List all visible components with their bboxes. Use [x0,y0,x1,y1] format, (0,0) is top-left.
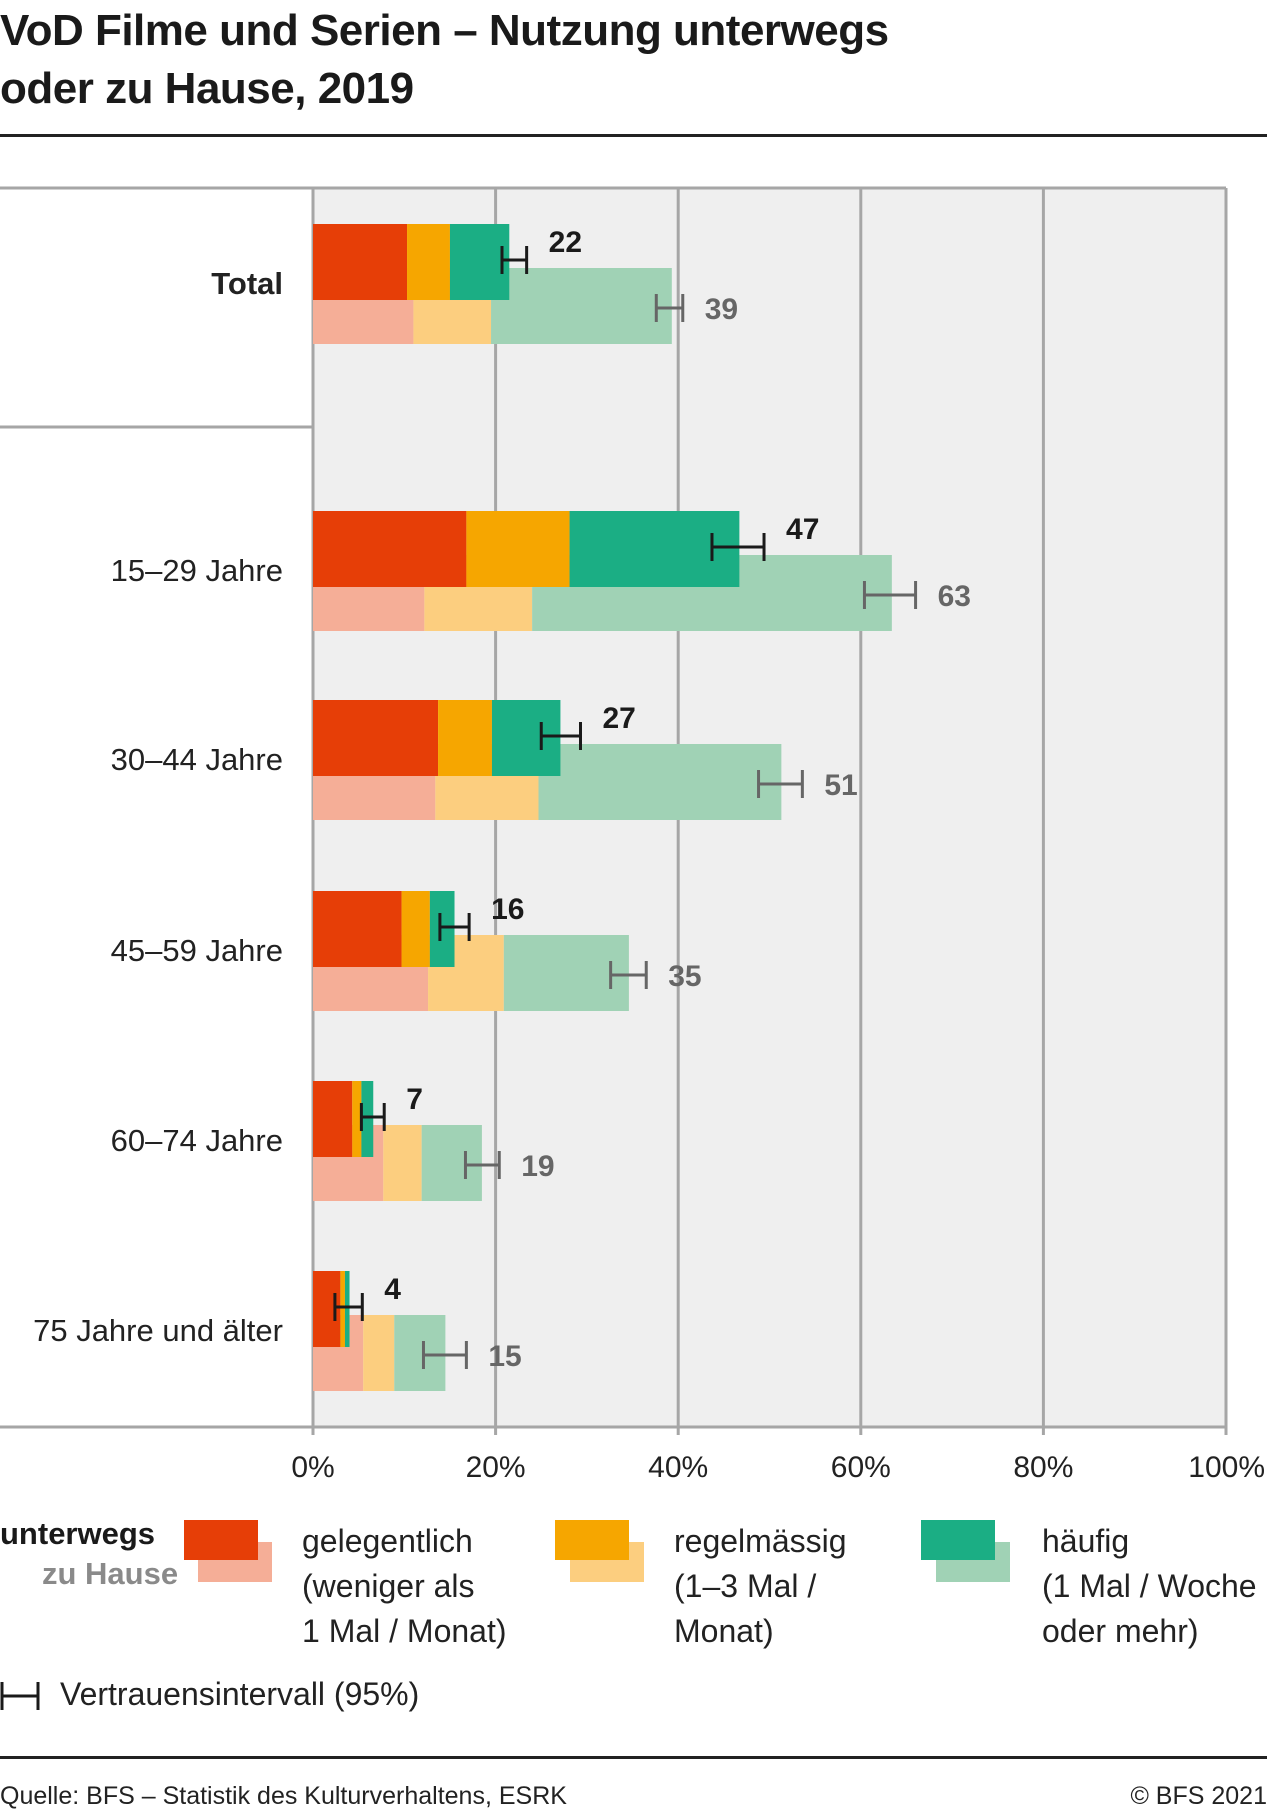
legend-unterwegs-label: unterwegs [0,1516,156,1551]
category-label: 45–59 Jahre [111,933,283,968]
bar-unterwegs-gelegentlich [313,891,402,967]
x-tick-label: 100% [1188,1451,1265,1484]
bar-unterwegs-regelmaessig [466,511,570,587]
bar-zu-hause-regelmaessig [383,1125,422,1201]
bar-unterwegs-haeufig [429,891,455,967]
category-label: 75 Jahre und älter [33,1313,283,1348]
bar-unterwegs-regelmaessig [438,700,492,776]
data-label-zu-hause: 63 [938,580,971,613]
source-note: Quelle: BFS – Statistik des Kulturverhal… [0,1782,567,1810]
bar-unterwegs-gelegentlich [313,511,467,587]
bar-zu-hause-haeufig [491,268,672,344]
bar-unterwegs-haeufig [361,1081,374,1157]
ci-legend-label: Vertrauensintervall (95%) [60,1676,420,1712]
data-label-zu-hause: 15 [488,1340,521,1373]
legend-swatch-unterwegs-regelmaessig [555,1520,629,1560]
bar-unterwegs-haeufig [569,511,740,587]
legend-item-haeufig: häufig (1 Mal / Woche oder mehr) [1042,1519,1257,1654]
data-label-unterwegs: 22 [549,226,582,259]
data-label-zu-hause: 35 [668,960,701,993]
legend-item-gelegentlich-line2: (weniger als [302,1568,475,1604]
legend-item-haeufig-line2: (1 Mal / Woche [1042,1568,1257,1604]
legend-swatch-unterwegs-haeufig [921,1520,995,1560]
bar-unterwegs-regelmaessig [401,891,430,967]
data-label-unterwegs: 7 [406,1083,423,1116]
bar-zu-hause-haeufig [394,1315,446,1391]
category-label: 60–74 Jahre [111,1123,283,1158]
x-tick-label: 40% [648,1451,708,1484]
footer-rule [0,1756,1267,1759]
data-label-zu-hause: 39 [705,293,738,326]
legend-item-regelmaessig-line1: regelmässig [674,1523,847,1559]
data-label-unterwegs: 4 [384,1273,401,1306]
legend-swatch-unterwegs-gelegentlich [184,1520,258,1560]
legend-item-haeufig-line3: oder mehr) [1042,1613,1199,1649]
legend-zu-hause-label: zu Hause [42,1556,179,1591]
bar-unterwegs-haeufig [344,1271,350,1347]
data-label-unterwegs: 27 [603,702,636,735]
bar-unterwegs-gelegentlich [313,1081,353,1157]
bar-zu-hause-haeufig [538,744,782,820]
bar-unterwegs-haeufig [449,224,510,300]
x-tick-label: 0% [291,1451,334,1484]
legend-item-regelmaessig-line3: Monat) [674,1613,774,1649]
data-label-unterwegs: 16 [491,893,524,926]
data-label-zu-hause: 51 [824,769,857,802]
bar-zu-hause-regelmaessig [363,1315,395,1391]
data-label-unterwegs: 47 [786,513,819,546]
legend-item-regelmaessig: regelmässig (1–3 Mal / Monat) [674,1519,847,1654]
category-label: 30–44 Jahre [111,742,283,777]
x-tick-label: 80% [1013,1451,1073,1484]
ci-legend-icon [0,1682,40,1710]
bar-unterwegs-regelmaessig [340,1271,345,1347]
bar-unterwegs-haeufig [491,700,561,776]
legend-item-regelmaessig-line2: (1–3 Mal / [674,1568,817,1604]
chart-title: VoD Filme und Serien – Nutzung unterwegs… [0,2,1100,118]
legend-item-gelegentlich: gelegentlich (weniger als 1 Mal / Monat) [302,1519,507,1654]
title-line-2: oder zu Hause, 2019 [0,64,414,113]
title-line-1: VoD Filme und Serien – Nutzung unterwegs [0,6,889,55]
data-label-zu-hause: 19 [521,1150,554,1183]
legend-item-gelegentlich-line3: 1 Mal / Monat) [302,1613,507,1649]
copyright: © BFS 2021 [1130,1782,1267,1810]
title-rule [0,134,1267,137]
bar-zu-hause-haeufig [421,1125,482,1201]
bar-unterwegs-gelegentlich [313,700,439,776]
category-label: 15–29 Jahre [111,553,283,588]
chart-svg: 0% 20% 40% 60% 80% 100% Total 39 22 15–29 Jahre 63… [0,186,1265,1484]
legend-item-haeufig-line1: häufig [1042,1523,1130,1559]
category-label: Total [211,266,283,301]
bar-zu-hause-haeufig [503,935,629,1011]
bar-unterwegs-regelmaessig [407,224,450,300]
legend-item-gelegentlich-line1: gelegentlich [302,1523,473,1559]
bar-unterwegs-gelegentlich [313,224,408,300]
x-tick-label: 20% [466,1451,526,1484]
x-tick-label: 60% [831,1451,891,1484]
bar-unterwegs-regelmaessig [352,1081,362,1157]
